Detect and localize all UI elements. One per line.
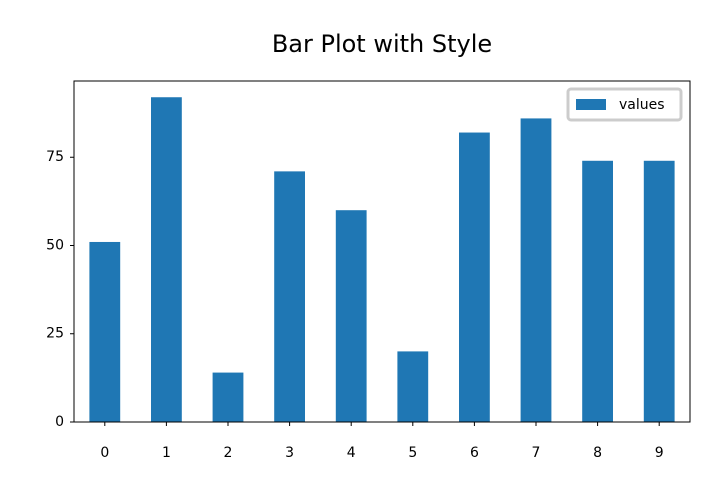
bar xyxy=(582,160,613,422)
x-tick-label: 6 xyxy=(470,445,479,461)
x-tick-label: 2 xyxy=(224,445,233,461)
bar xyxy=(335,210,367,422)
x-tick-label: 4 xyxy=(347,445,356,461)
plot-frame xyxy=(73,80,691,423)
y-tick-label: 50 xyxy=(46,237,64,253)
bar xyxy=(397,351,429,422)
legend-swatch xyxy=(576,99,606,110)
x-tick-label: 8 xyxy=(593,445,602,461)
y-tick-label: 0 xyxy=(55,414,64,430)
x-tick-label: 1 xyxy=(162,445,171,461)
bar xyxy=(212,372,244,422)
bar xyxy=(459,132,490,422)
x-tick-label: 7 xyxy=(532,445,541,461)
x-tick-label: 5 xyxy=(408,445,417,461)
bar xyxy=(643,160,675,422)
bar xyxy=(274,171,305,422)
y-tick-label: 25 xyxy=(46,326,64,342)
legend-label: values xyxy=(619,97,665,113)
chart-title: Bar Plot with Style xyxy=(272,30,492,58)
bar xyxy=(520,118,552,423)
x-tick-label: 9 xyxy=(655,445,664,461)
x-tick-label: 0 xyxy=(100,445,109,461)
x-tick-label: 3 xyxy=(285,445,294,461)
bar xyxy=(89,241,121,422)
bar xyxy=(151,97,182,422)
legend xyxy=(566,87,683,122)
y-tick-label: 75 xyxy=(46,149,64,165)
